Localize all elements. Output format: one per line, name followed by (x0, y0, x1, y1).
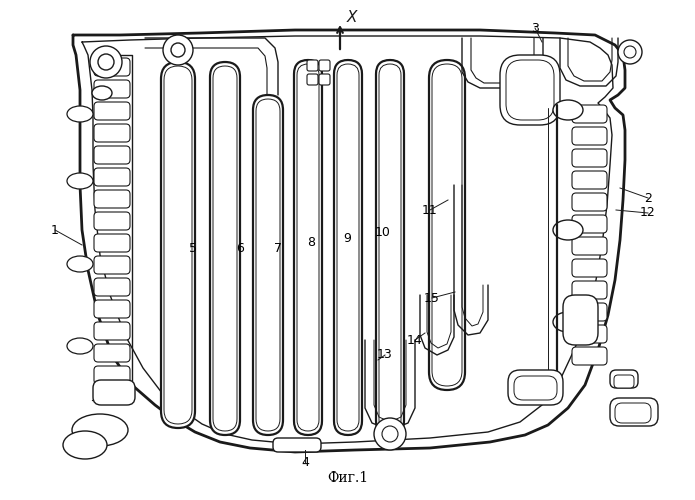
Ellipse shape (553, 220, 583, 240)
Ellipse shape (382, 426, 398, 442)
FancyBboxPatch shape (506, 60, 554, 120)
FancyBboxPatch shape (334, 60, 362, 435)
FancyBboxPatch shape (94, 212, 130, 230)
FancyBboxPatch shape (213, 66, 237, 431)
FancyBboxPatch shape (500, 55, 560, 125)
FancyBboxPatch shape (94, 146, 130, 164)
FancyBboxPatch shape (376, 60, 404, 435)
FancyBboxPatch shape (94, 278, 130, 296)
FancyBboxPatch shape (514, 376, 557, 400)
FancyBboxPatch shape (572, 281, 607, 299)
FancyBboxPatch shape (610, 398, 658, 426)
FancyBboxPatch shape (610, 370, 638, 388)
FancyBboxPatch shape (572, 215, 607, 233)
FancyBboxPatch shape (210, 62, 240, 435)
FancyBboxPatch shape (572, 105, 607, 123)
Text: 8: 8 (307, 236, 315, 248)
Text: 9: 9 (343, 232, 351, 244)
Text: X: X (347, 10, 357, 24)
FancyBboxPatch shape (297, 64, 319, 431)
FancyBboxPatch shape (319, 74, 330, 85)
Ellipse shape (618, 40, 642, 64)
FancyBboxPatch shape (307, 60, 318, 71)
FancyBboxPatch shape (379, 64, 401, 431)
Ellipse shape (624, 46, 636, 58)
FancyBboxPatch shape (94, 256, 130, 274)
FancyBboxPatch shape (572, 171, 607, 189)
Ellipse shape (67, 173, 93, 189)
FancyBboxPatch shape (615, 403, 651, 423)
FancyBboxPatch shape (94, 58, 130, 76)
Ellipse shape (374, 418, 406, 450)
Ellipse shape (553, 312, 583, 332)
FancyBboxPatch shape (563, 295, 598, 345)
Text: 4: 4 (301, 456, 309, 468)
Text: Фиг.1: Фиг.1 (327, 471, 368, 485)
Text: 11: 11 (422, 204, 438, 216)
FancyBboxPatch shape (94, 102, 130, 120)
Ellipse shape (163, 35, 193, 65)
Text: 10: 10 (375, 226, 391, 238)
FancyBboxPatch shape (94, 234, 130, 252)
FancyBboxPatch shape (94, 366, 130, 384)
FancyBboxPatch shape (164, 66, 192, 424)
Text: 6: 6 (236, 242, 244, 254)
FancyBboxPatch shape (572, 149, 607, 167)
Ellipse shape (90, 46, 122, 78)
Ellipse shape (63, 431, 107, 459)
FancyBboxPatch shape (94, 190, 130, 208)
Text: 14: 14 (407, 334, 423, 346)
FancyBboxPatch shape (94, 300, 130, 318)
FancyBboxPatch shape (572, 127, 607, 145)
Text: 15: 15 (424, 292, 440, 304)
FancyBboxPatch shape (572, 193, 607, 211)
FancyBboxPatch shape (93, 380, 135, 405)
FancyBboxPatch shape (161, 62, 195, 428)
FancyBboxPatch shape (307, 74, 318, 85)
Ellipse shape (553, 100, 583, 120)
Text: 2: 2 (644, 192, 652, 204)
FancyBboxPatch shape (572, 259, 607, 277)
FancyBboxPatch shape (572, 325, 607, 343)
FancyBboxPatch shape (572, 237, 607, 255)
Text: 7: 7 (274, 242, 282, 254)
Text: 5: 5 (189, 242, 197, 254)
Ellipse shape (98, 54, 114, 70)
Ellipse shape (67, 256, 93, 272)
FancyBboxPatch shape (572, 347, 607, 365)
FancyBboxPatch shape (94, 80, 130, 98)
FancyBboxPatch shape (294, 60, 322, 435)
Ellipse shape (67, 106, 93, 122)
Ellipse shape (72, 414, 128, 446)
FancyBboxPatch shape (253, 95, 283, 435)
FancyBboxPatch shape (508, 370, 563, 405)
FancyBboxPatch shape (572, 303, 607, 321)
FancyBboxPatch shape (337, 64, 359, 431)
Ellipse shape (171, 43, 185, 57)
Ellipse shape (92, 86, 112, 100)
FancyBboxPatch shape (94, 168, 130, 186)
Ellipse shape (67, 338, 93, 354)
FancyBboxPatch shape (94, 322, 130, 340)
FancyBboxPatch shape (256, 99, 280, 431)
FancyBboxPatch shape (319, 60, 330, 71)
FancyBboxPatch shape (94, 344, 130, 362)
Text: 12: 12 (640, 206, 656, 220)
FancyBboxPatch shape (432, 64, 462, 386)
FancyBboxPatch shape (273, 438, 321, 452)
FancyBboxPatch shape (614, 375, 634, 388)
Text: 1: 1 (51, 224, 59, 236)
Text: 13: 13 (377, 348, 393, 362)
FancyBboxPatch shape (94, 124, 130, 142)
FancyBboxPatch shape (429, 60, 465, 390)
Text: 3: 3 (531, 22, 539, 35)
